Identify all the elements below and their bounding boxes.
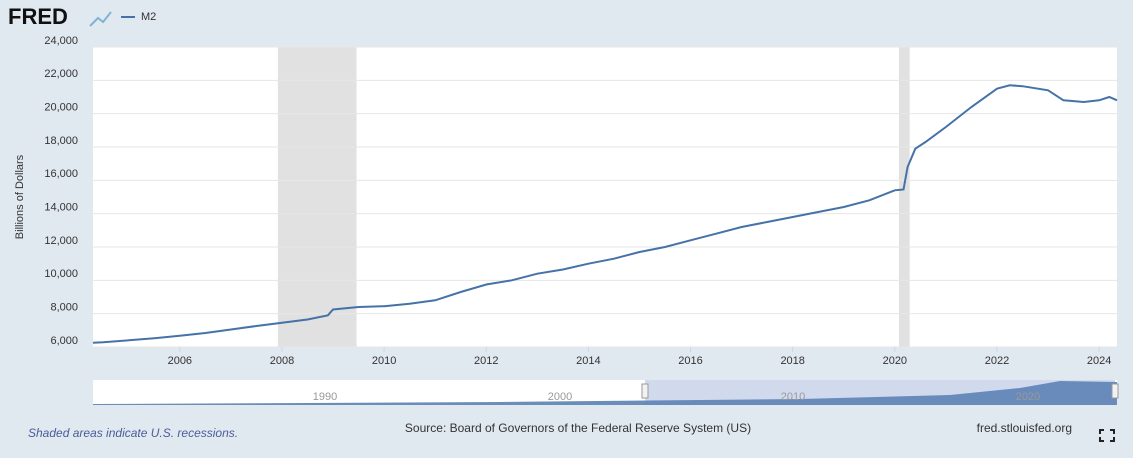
navigator-selection[interactable]	[645, 380, 1115, 405]
fullscreen-icon[interactable]	[1099, 429, 1115, 442]
x-tick-label: 2010	[372, 355, 396, 367]
y-tick-label: 24,000	[44, 35, 78, 47]
x-tick-label: 2018	[780, 355, 804, 367]
navigator-label: 2010	[781, 391, 805, 403]
x-tick-label: 2012	[474, 355, 498, 367]
navigator-label: 2020	[1016, 391, 1040, 403]
site-link[interactable]: fred.stlouisfed.org	[977, 421, 1072, 435]
logo: FRED	[8, 4, 68, 29]
y-tick-label: 6,000	[50, 335, 78, 347]
legend-label: M2	[141, 11, 156, 23]
recession-band	[277, 47, 357, 347]
navigator-label: 1990	[313, 391, 337, 403]
y-tick-label: 16,000	[44, 168, 78, 180]
y-axis-label: Billions of Dollars	[14, 154, 26, 239]
series-line	[92, 84, 1118, 344]
x-tick-label: 2020	[883, 355, 907, 367]
y-tick-label: 14,000	[44, 202, 78, 214]
y-tick-label: 12,000	[44, 235, 78, 247]
x-tick-label: 2016	[678, 355, 702, 367]
x-tick-label: 2006	[168, 355, 192, 367]
y-tick-label: 22,000	[44, 68, 78, 80]
x-tick-label: 2014	[576, 355, 600, 367]
x-tick-label: 2022	[985, 355, 1009, 367]
source: Source: Board of Governors of the Federa…	[405, 421, 751, 435]
navigator-series	[93, 381, 1117, 405]
navigator-label: 2000	[548, 391, 572, 403]
x-tick-label: 2008	[270, 355, 294, 367]
y-tick-label: 20,000	[44, 102, 78, 114]
logo-icon	[89, 11, 112, 27]
y-tick-label: 10,000	[44, 268, 78, 280]
navigator-handle[interactable]	[641, 383, 649, 399]
y-tick-label: 18,000	[44, 135, 78, 147]
y-tick-label: 8,000	[50, 302, 78, 314]
x-tick-label: 2024	[1087, 355, 1111, 367]
navigator-handle[interactable]	[1111, 383, 1119, 399]
recession-band	[898, 47, 910, 347]
plot-area	[93, 47, 1117, 347]
recession-note: Shaded areas indicate U.S. recessions.	[28, 426, 238, 440]
